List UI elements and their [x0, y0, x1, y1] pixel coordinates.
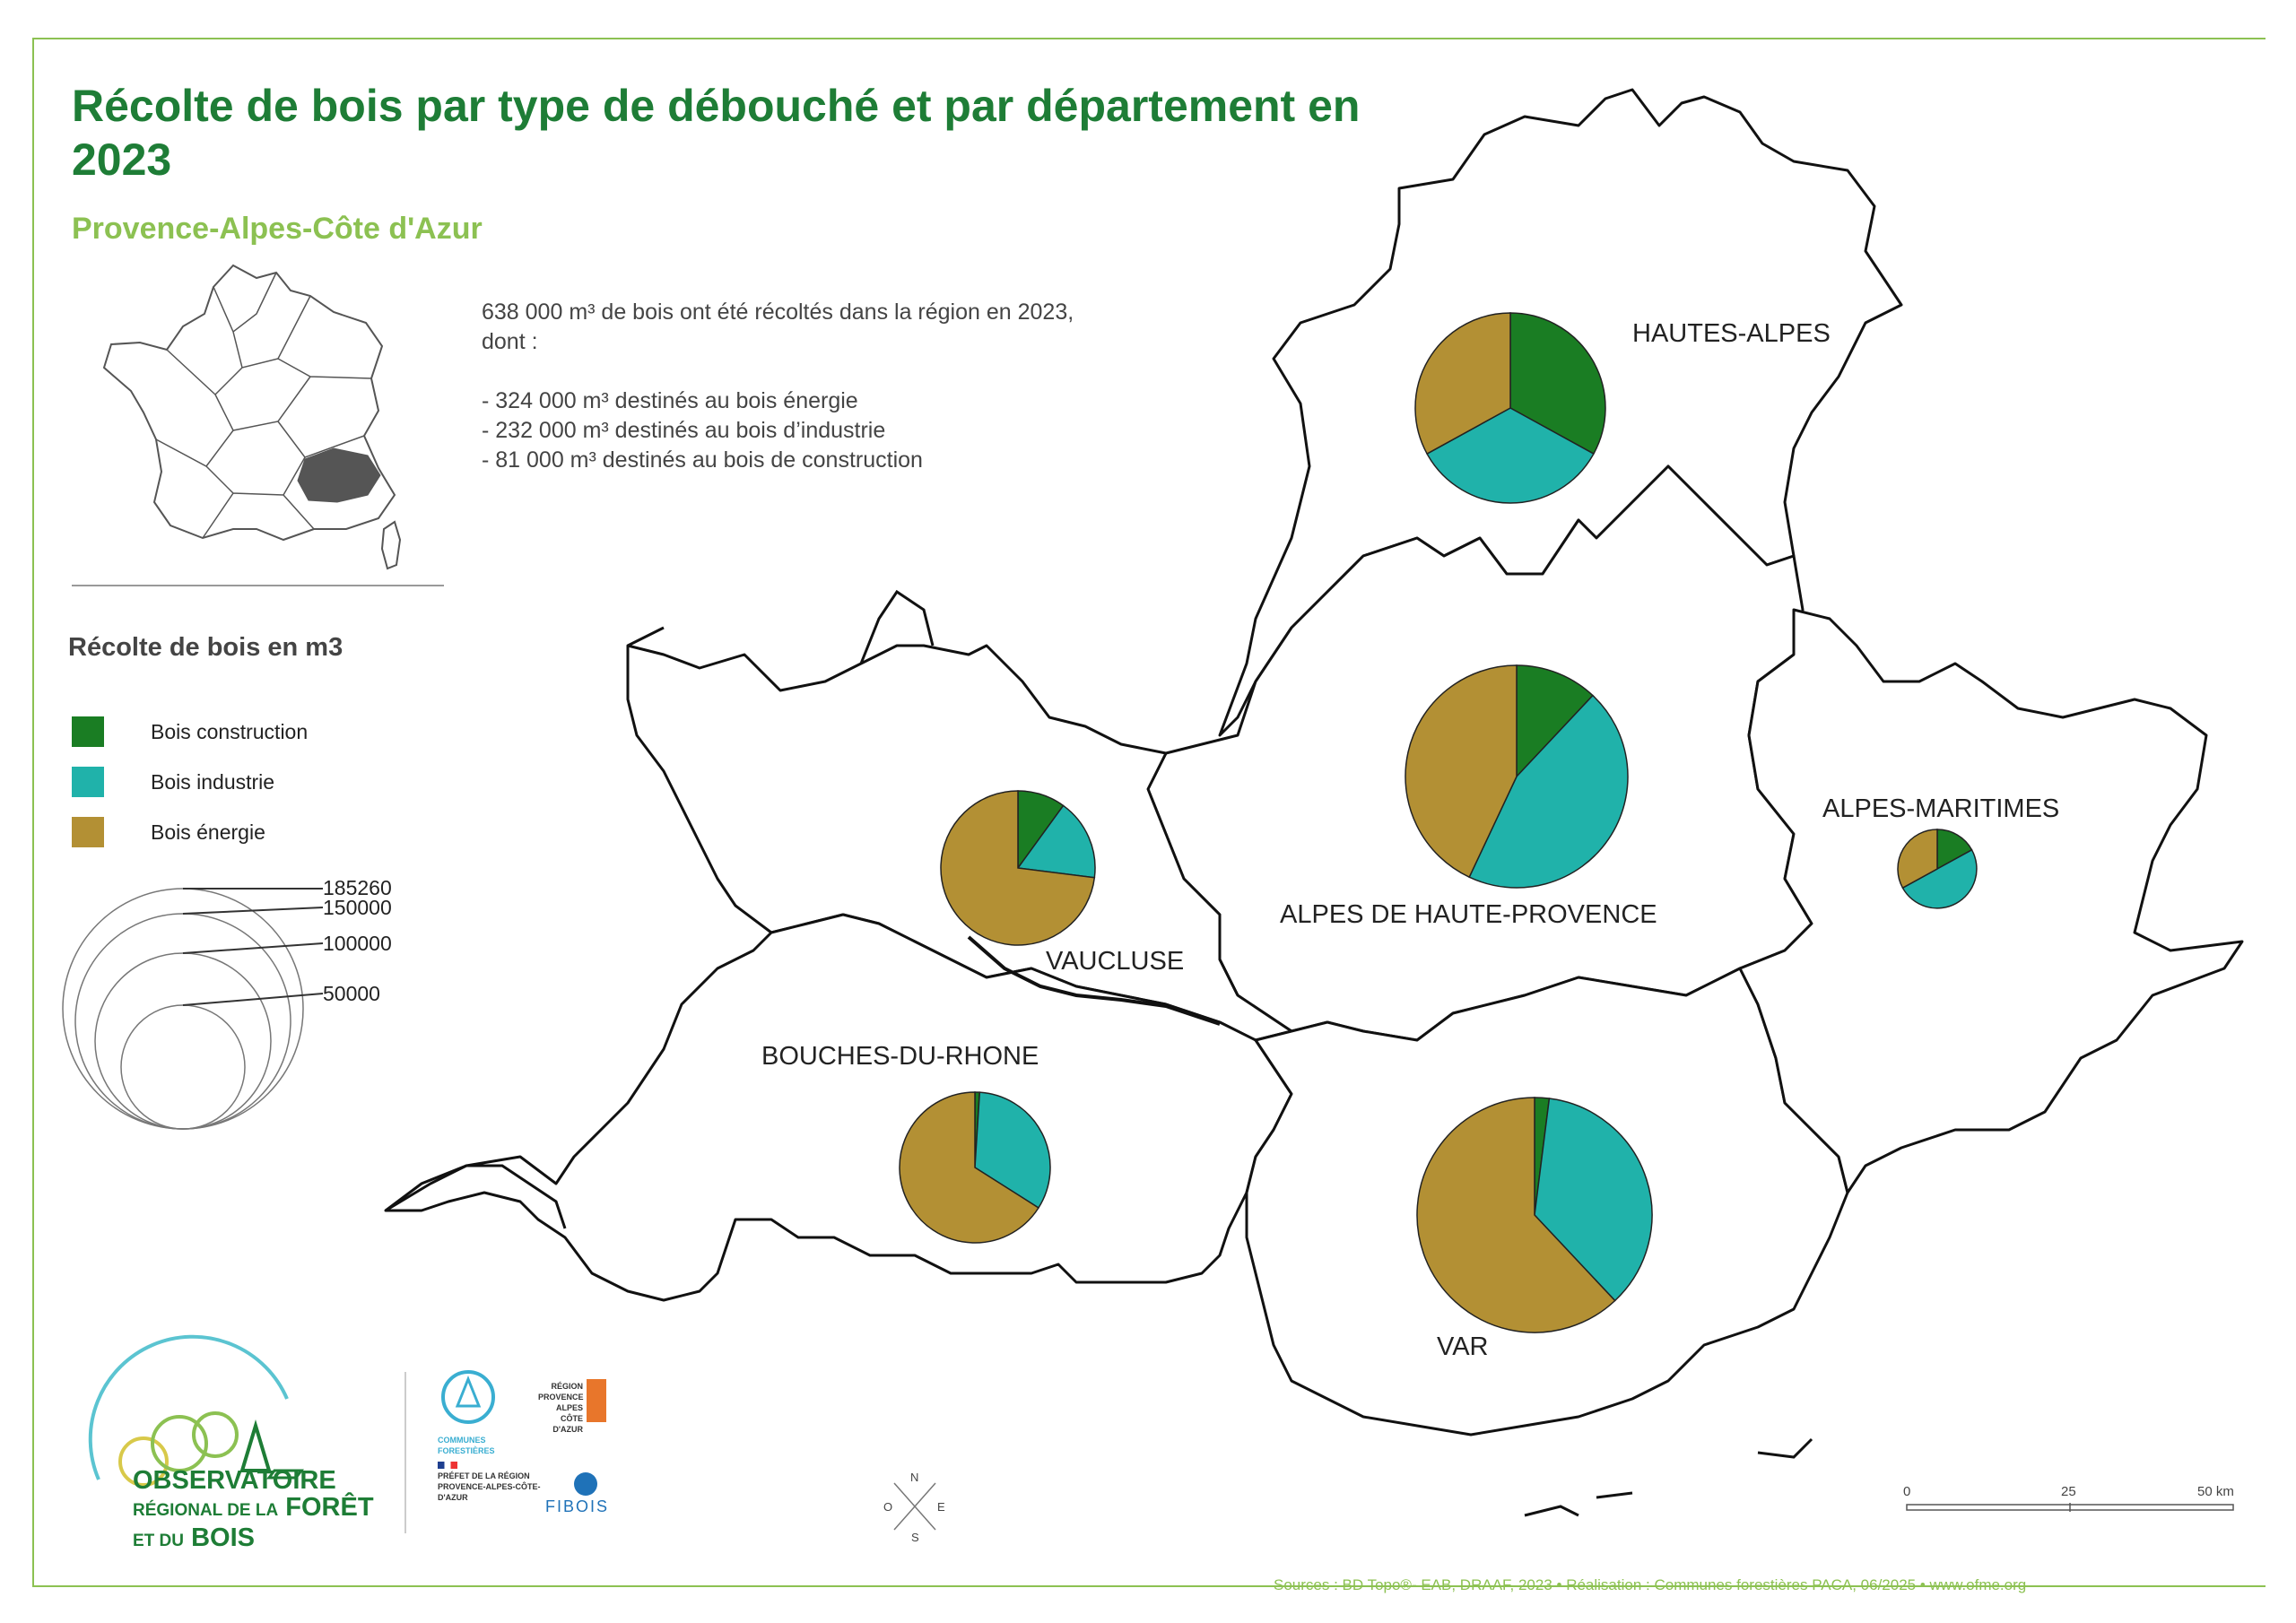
communes-forestieres-text: COMMUNES FORESTIÈRES — [438, 1436, 495, 1455]
compass-e: E — [937, 1500, 945, 1514]
map-subtitle: Provence-Alpes-Côte d'Azur — [72, 212, 483, 246]
pie-slice-var-industrie — [1534, 1098, 1653, 1302]
intro-item: - 81 000 m³ destinés au bois de construc… — [482, 447, 923, 473]
size-legend-label: 150000 — [323, 896, 392, 919]
map-title: Récolte de bois par type de débouché et … — [72, 81, 1361, 185]
dept-label-alpes-de-haute-provence: ALPES DE HAUTE-PROVENCE — [1280, 900, 1657, 929]
obs-line-2b: FORÊT — [285, 1493, 374, 1522]
swatch-industrie — [72, 767, 104, 797]
pie-slice-var-energie — [1416, 1097, 1616, 1333]
pie-chart-layer — [899, 312, 1978, 1333]
compass-s: S — [911, 1531, 919, 1542]
size-legend-label: 100000 — [323, 932, 392, 955]
region-logo-text: RÉGION PROVENCE ALPES CÔTE D'AZUR — [538, 1382, 584, 1434]
pie-slice-alpes-de-haute-provence-construction — [1516, 664, 1594, 778]
size-legend: 185260 150000 100000 50000 — [62, 876, 392, 1130]
observatoire-logo — [88, 1334, 304, 1487]
intro-line-1: 638 000 m³ de bois ont été récoltés dans… — [482, 299, 1074, 325]
swatch-construction — [72, 716, 104, 747]
communes-forestieres-logo — [441, 1370, 495, 1424]
pie-slice-alpes-maritimes-energie — [1897, 829, 1938, 890]
legend-label: Bois construction — [151, 719, 309, 743]
compass-o: O — [883, 1500, 892, 1514]
obs-line-3a: ET DU — [133, 1532, 184, 1550]
page-frame — [32, 38, 2266, 1587]
legend-label: Bois industrie — [151, 769, 275, 794]
intro-text: 638 000 m³ de bois ont été récoltés dans… — [482, 298, 1199, 475]
prefet-logo-text: PRÉFET DE LA RÉGION PROVENCE-ALPES-CÔTE-… — [438, 1471, 541, 1502]
dept-label-var: VAR — [1437, 1332, 1489, 1361]
inset-separator — [72, 585, 444, 586]
scale-label-50: 50 km — [2197, 1484, 2234, 1499]
scale-label-0: 0 — [1903, 1484, 1910, 1499]
fibois-text: FIBOIS — [545, 1497, 610, 1515]
legend-title: Récolte de bois en m3 — [68, 633, 344, 662]
size-legend-label: 185260 — [323, 876, 392, 899]
dept-label-bouches-du-rhone: BOUCHES-DU-RHONE — [761, 1042, 1039, 1071]
sources-text: Sources : BD Topo®- EAB, DRAAF, 2023 • R… — [1274, 1576, 2027, 1593]
pie-slice-alpes-maritimes-industrie — [1901, 848, 1978, 909]
intro-item: - 324 000 m³ destinés au bois énergie — [482, 388, 858, 413]
prefet-flag — [438, 1462, 457, 1469]
compass-n: N — [910, 1471, 918, 1484]
logo-separator — [404, 1372, 406, 1533]
legend-item-construction: Bois construction — [72, 716, 308, 748]
scale-label-25: 25 — [2061, 1484, 2076, 1499]
dept-alpes-maritimes — [1738, 608, 2244, 1194]
dept-label-alpes-maritimes: ALPES-MARITIMES — [1822, 794, 2060, 823]
dept-label-vaucluse: VAUCLUSE — [1046, 947, 1185, 976]
france-inset-map — [102, 264, 402, 570]
obs-line-2a: RÉGIONAL DE LA — [133, 1501, 279, 1520]
intro-item: - 232 000 m³ destinés au bois d’industri… — [482, 418, 886, 443]
compass-rose: N S O E — [883, 1471, 945, 1542]
pie-slice-alpes-de-haute-provence-energie — [1405, 664, 1518, 879]
pie-slice-hautes-alpes-industrie — [1426, 407, 1595, 504]
swatch-energie — [72, 817, 104, 847]
obs-line-3b: BOIS — [191, 1523, 255, 1552]
scale-bar: 0 25 50 km — [1903, 1484, 2234, 1512]
region-logo-mark — [587, 1379, 606, 1422]
legend-label: Bois énergie — [151, 820, 265, 844]
size-legend-label: 50000 — [323, 982, 380, 1005]
pie-slice-alpes-maritimes-construction — [1936, 829, 1973, 871]
obs-line-1: OBSERVATOIRE — [133, 1466, 336, 1495]
pie-slice-vaucluse-energie — [940, 790, 1096, 946]
intro-line-2: dont : — [482, 329, 538, 354]
fibois-icon — [574, 1472, 597, 1496]
legend-item-industrie: Bois industrie — [72, 766, 274, 798]
pie-slice-bouches-du-rhone-energie — [899, 1091, 1039, 1244]
pie-slice-hautes-alpes-construction — [1509, 312, 1606, 456]
pie-slice-vaucluse-industrie — [1016, 804, 1096, 879]
observatoire-text: OBSERVATOIRE RÉGIONAL DE LA FORÊT ET DU … — [133, 1467, 374, 1555]
dept-label-hautes-alpes: HAUTES-ALPES — [1632, 319, 1831, 348]
legend-item-energie: Bois énergie — [72, 816, 265, 848]
pie-slice-alpes-de-haute-provence-industrie — [1468, 694, 1629, 889]
pie-slice-hautes-alpes-energie — [1414, 312, 1511, 456]
